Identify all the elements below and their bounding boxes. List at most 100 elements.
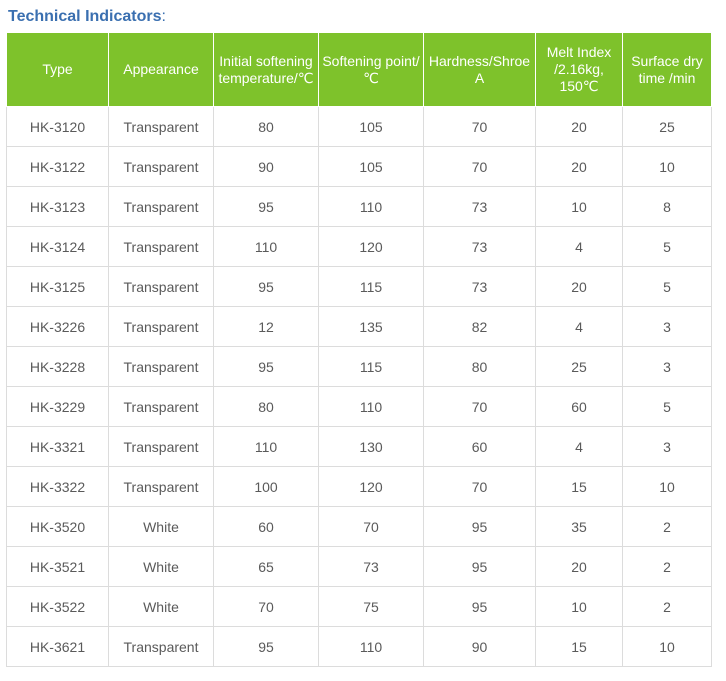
cell-hardness: 82 bbox=[423, 306, 536, 347]
header-surface-dry-time: Surface dry time /min bbox=[622, 32, 712, 107]
cell-initial-softening-temperature: 110 bbox=[213, 226, 319, 267]
cell-melt-index: 10 bbox=[535, 186, 623, 227]
table-header: Type Appearance Initial softening temper… bbox=[6, 32, 712, 107]
cell-hardness: 90 bbox=[423, 626, 536, 667]
cell-hardness: 73 bbox=[423, 186, 536, 227]
cell-melt-index: 10 bbox=[535, 586, 623, 627]
cell-softening-point: 120 bbox=[318, 226, 424, 267]
cell-type: HK-3228 bbox=[6, 346, 109, 387]
header-appearance: Appearance bbox=[108, 32, 214, 107]
cell-hardness: 80 bbox=[423, 346, 536, 387]
table-row: HK-3321 Transparent 110 130 60 4 3 bbox=[6, 426, 712, 467]
cell-hardness: 95 bbox=[423, 546, 536, 587]
cell-type: HK-3621 bbox=[6, 626, 109, 667]
cell-initial-softening-temperature: 80 bbox=[213, 386, 319, 427]
table-row: HK-3522 White 70 75 95 10 2 bbox=[6, 586, 712, 627]
cell-surface-dry-time: 25 bbox=[622, 106, 712, 147]
cell-surface-dry-time: 2 bbox=[622, 546, 712, 587]
cell-surface-dry-time: 10 bbox=[622, 466, 712, 507]
cell-softening-point: 135 bbox=[318, 306, 424, 347]
table-body: HK-3120 Transparent 80 105 70 20 25 HK-3122 Tran… bbox=[6, 106, 712, 667]
table-row: HK-3228 Transparent 95 115 80 25 3 bbox=[6, 346, 712, 387]
cell-melt-index: 20 bbox=[535, 106, 623, 147]
cell-melt-index: 4 bbox=[535, 306, 623, 347]
cell-initial-softening-temperature: 12 bbox=[213, 306, 319, 347]
cell-appearance: Transparent bbox=[108, 626, 214, 667]
cell-appearance: Transparent bbox=[108, 346, 214, 387]
cell-surface-dry-time: 5 bbox=[622, 386, 712, 427]
cell-type: HK-3125 bbox=[6, 266, 109, 307]
cell-surface-dry-time: 3 bbox=[622, 426, 712, 467]
cell-initial-softening-temperature: 90 bbox=[213, 146, 319, 187]
table-row: HK-3120 Transparent 80 105 70 20 25 bbox=[6, 106, 712, 147]
technical-indicators-table: Type Appearance Initial softening temper… bbox=[6, 32, 712, 667]
cell-initial-softening-temperature: 80 bbox=[213, 106, 319, 147]
cell-initial-softening-temperature: 60 bbox=[213, 506, 319, 547]
cell-hardness: 70 bbox=[423, 146, 536, 187]
cell-melt-index: 60 bbox=[535, 386, 623, 427]
cell-initial-softening-temperature: 95 bbox=[213, 346, 319, 387]
cell-hardness: 60 bbox=[423, 426, 536, 467]
cell-type: HK-3520 bbox=[6, 506, 109, 547]
cell-softening-point: 73 bbox=[318, 546, 424, 587]
header-hardness: Hardness/Shroe A bbox=[423, 32, 536, 107]
cell-surface-dry-time: 10 bbox=[622, 146, 712, 187]
cell-initial-softening-temperature: 65 bbox=[213, 546, 319, 587]
cell-initial-softening-temperature: 110 bbox=[213, 426, 319, 467]
cell-appearance: Transparent bbox=[108, 386, 214, 427]
cell-softening-point: 130 bbox=[318, 426, 424, 467]
cell-softening-point: 115 bbox=[318, 266, 424, 307]
header-melt-index: Melt Index /2.16kg, 150℃ bbox=[535, 32, 623, 107]
cell-hardness: 95 bbox=[423, 506, 536, 547]
header-row: Type Appearance Initial softening temper… bbox=[6, 32, 712, 107]
cell-type: HK-3123 bbox=[6, 186, 109, 227]
cell-softening-point: 120 bbox=[318, 466, 424, 507]
cell-softening-point: 105 bbox=[318, 106, 424, 147]
table-row: HK-3123 Transparent 95 110 73 10 8 bbox=[6, 186, 712, 227]
cell-hardness: 70 bbox=[423, 106, 536, 147]
cell-type: HK-3522 bbox=[6, 586, 109, 627]
table-row: HK-3229 Transparent 80 110 70 60 5 bbox=[6, 386, 712, 427]
cell-type: HK-3124 bbox=[6, 226, 109, 267]
table-row: HK-3322 Transparent 100 120 70 15 10 bbox=[6, 466, 712, 507]
cell-initial-softening-temperature: 95 bbox=[213, 186, 319, 227]
cell-hardness: 70 bbox=[423, 466, 536, 507]
cell-surface-dry-time: 8 bbox=[622, 186, 712, 227]
cell-hardness: 73 bbox=[423, 226, 536, 267]
cell-surface-dry-time: 10 bbox=[622, 626, 712, 667]
cell-appearance: White bbox=[108, 506, 214, 547]
cell-hardness: 70 bbox=[423, 386, 536, 427]
cell-initial-softening-temperature: 100 bbox=[213, 466, 319, 507]
cell-appearance: Transparent bbox=[108, 426, 214, 467]
cell-initial-softening-temperature: 70 bbox=[213, 586, 319, 627]
cell-melt-index: 15 bbox=[535, 626, 623, 667]
header-softening-point: Softening point/℃ bbox=[318, 32, 424, 107]
cell-appearance: Transparent bbox=[108, 146, 214, 187]
cell-melt-index: 20 bbox=[535, 546, 623, 587]
cell-appearance: White bbox=[108, 546, 214, 587]
cell-appearance: Transparent bbox=[108, 226, 214, 267]
cell-type: HK-3122 bbox=[6, 146, 109, 187]
cell-softening-point: 110 bbox=[318, 186, 424, 227]
cell-hardness: 73 bbox=[423, 266, 536, 307]
cell-melt-index: 4 bbox=[535, 226, 623, 267]
table-row: HK-3122 Transparent 90 105 70 20 10 bbox=[6, 146, 712, 187]
cell-surface-dry-time: 2 bbox=[622, 586, 712, 627]
table-row: HK-3124 Transparent 110 120 73 4 5 bbox=[6, 226, 712, 267]
cell-appearance: White bbox=[108, 586, 214, 627]
cell-surface-dry-time: 5 bbox=[622, 226, 712, 267]
cell-type: HK-3226 bbox=[6, 306, 109, 347]
cell-surface-dry-time: 2 bbox=[622, 506, 712, 547]
cell-softening-point: 115 bbox=[318, 346, 424, 387]
cell-hardness: 95 bbox=[423, 586, 536, 627]
cell-softening-point: 105 bbox=[318, 146, 424, 187]
table-row: HK-3521 White 65 73 95 20 2 bbox=[6, 546, 712, 587]
cell-softening-point: 75 bbox=[318, 586, 424, 627]
table-row: HK-3520 White 60 70 95 35 2 bbox=[6, 506, 712, 547]
page-title: Technical Indicators: bbox=[8, 8, 166, 26]
cell-melt-index: 4 bbox=[535, 426, 623, 467]
cell-appearance: Transparent bbox=[108, 306, 214, 347]
table-row: HK-3226 Transparent 12 135 82 4 3 bbox=[6, 306, 712, 347]
cell-initial-softening-temperature: 95 bbox=[213, 266, 319, 307]
cell-initial-softening-temperature: 95 bbox=[213, 626, 319, 667]
